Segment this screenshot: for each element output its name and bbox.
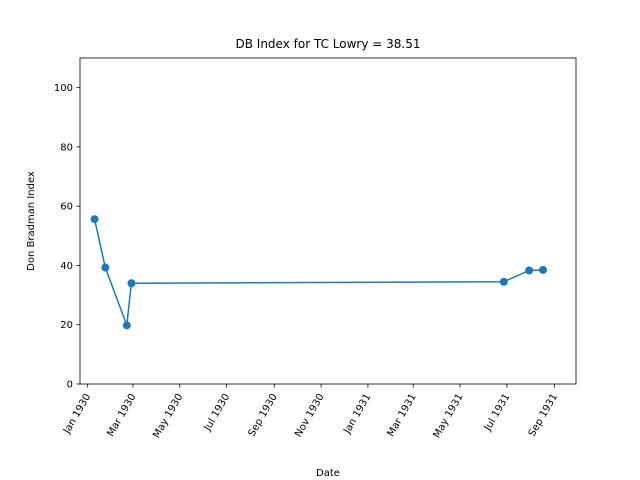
data-point [525,266,534,275]
y-axis-label: Don Bradman Index [26,171,37,271]
y-tick-label: 40 [60,261,73,272]
series-layer [90,215,547,330]
y-axis-ticks: 0 20 40 60 80 100 [54,83,80,391]
data-point [538,265,547,274]
data-point [127,279,136,288]
y-tick-label: 80 [60,142,73,153]
y-tick-label: 20 [60,320,73,331]
data-point [499,277,508,286]
y-tick-label: 100 [54,83,73,94]
chart-title: DB Index for TC Lowry = 38.51 [236,37,421,51]
plot-frame [79,57,577,385]
data-point [90,215,99,224]
y-tick-label: 60 [60,202,73,213]
x-axis-label: Date [316,468,340,479]
y-tick-label: 0 [67,380,73,391]
data-point [101,263,110,272]
data-point [122,321,131,330]
